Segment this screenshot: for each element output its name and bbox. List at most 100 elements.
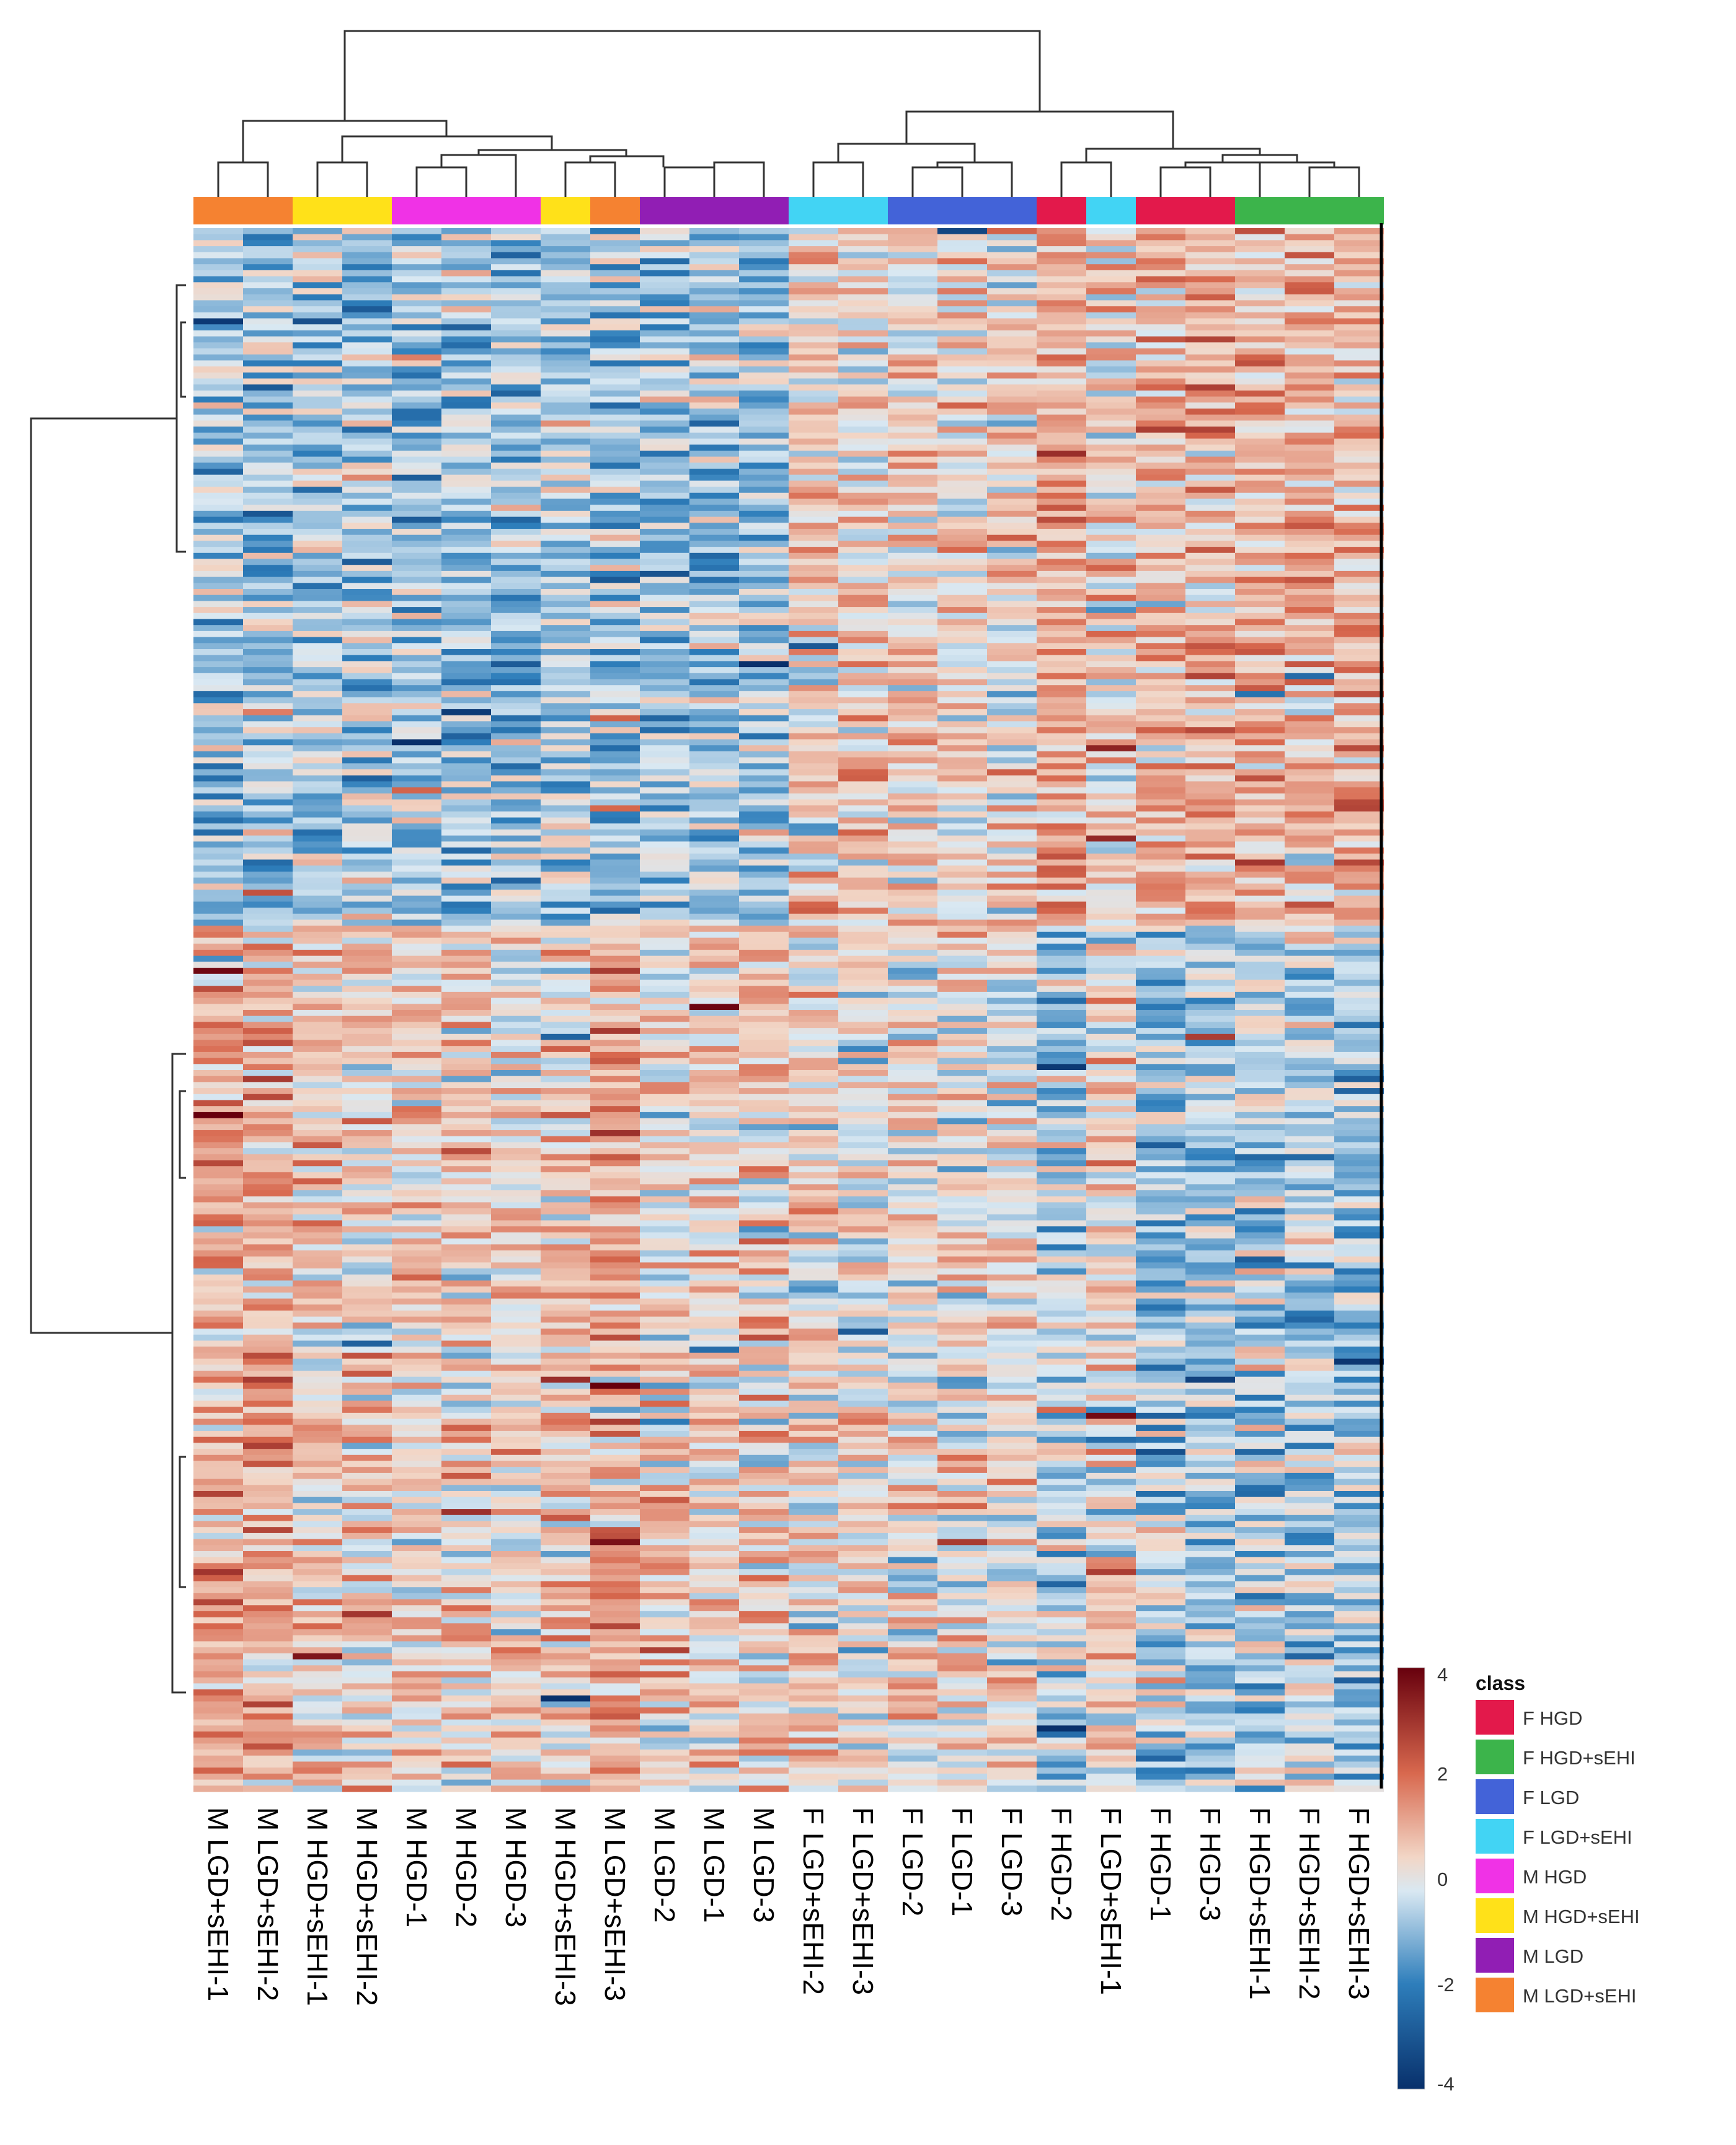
heatmap-cell <box>888 973 937 981</box>
heatmap-cell <box>1086 1713 1136 1720</box>
heatmap-cell <box>293 565 342 572</box>
heatmap-cell <box>392 1226 441 1233</box>
heatmap-cell <box>491 1431 541 1438</box>
heatmap-cell <box>590 1449 640 1456</box>
heatmap-cell <box>1086 1280 1136 1287</box>
heatmap-cell <box>739 1070 789 1077</box>
heatmap-cell <box>789 1407 838 1413</box>
heatmap-cell <box>590 673 640 680</box>
heatmap-cell <box>937 1358 987 1365</box>
heatmap-cell <box>937 1617 987 1624</box>
heatmap-cell <box>640 1545 689 1552</box>
class-cell-m-lgd-2 <box>640 197 689 224</box>
heatmap-cell <box>888 1659 937 1666</box>
heatmap-cell <box>590 360 640 367</box>
heatmap-cell <box>689 1238 739 1245</box>
heatmap-cell <box>1086 1400 1136 1407</box>
heatmap-cell <box>243 805 293 812</box>
heatmap-cell <box>590 1088 640 1095</box>
heatmap-cell <box>1086 1725 1136 1732</box>
heatmap-cell <box>590 630 640 638</box>
heatmap-cell <box>1086 312 1136 319</box>
heatmap-cell <box>739 1454 789 1462</box>
heatmap-cell <box>392 288 441 295</box>
heatmap-cell <box>937 829 987 836</box>
heatmap-cell <box>987 420 1037 427</box>
heatmap-cell <box>590 534 640 541</box>
heatmap-cell <box>541 630 590 638</box>
heatmap-cell <box>441 637 491 644</box>
heatmap-cell <box>392 1449 441 1456</box>
heatmap-cell <box>640 1497 689 1503</box>
heatmap-cell <box>342 1262 392 1269</box>
heatmap-cell <box>342 1316 392 1323</box>
heatmap-cell <box>640 1274 689 1281</box>
heatmap-cell <box>987 1617 1037 1624</box>
heatmap-cell <box>838 1755 888 1762</box>
heatmap-cell <box>491 625 541 632</box>
heatmap-cell <box>541 1364 590 1371</box>
heatmap-cell <box>739 1160 789 1167</box>
heatmap-cell <box>590 1010 640 1017</box>
heatmap-cell <box>789 1743 838 1750</box>
heatmap-cell <box>590 1051 640 1059</box>
heatmap-cell <box>640 895 689 902</box>
heatmap-cell <box>293 1058 342 1064</box>
heatmap-cell <box>789 534 838 541</box>
heatmap-cell <box>243 1058 293 1064</box>
heatmap-cell <box>640 829 689 836</box>
heatmap-cell <box>739 1004 789 1011</box>
heatmap-cell <box>541 919 590 926</box>
heatmap-cell <box>342 444 392 451</box>
heatmap-cell <box>888 1503 937 1510</box>
heatmap-cell <box>392 420 441 427</box>
heatmap-cell <box>342 799 392 806</box>
heatmap-cell <box>590 1329 640 1335</box>
heatmap-cell <box>243 950 293 957</box>
heatmap-cell <box>243 552 293 560</box>
heatmap-cell <box>590 1418 640 1425</box>
heatmap-cell <box>689 986 739 993</box>
heatmap-cell <box>1086 1382 1136 1389</box>
heatmap-cell <box>392 649 441 656</box>
heatmap-cell <box>1037 294 1086 301</box>
heatmap-cell <box>392 901 441 908</box>
heatmap-cell <box>293 1148 342 1155</box>
heatmap-cell <box>193 703 243 710</box>
heatmap-cell <box>1037 1033 1086 1041</box>
heatmap-cell <box>293 1214 342 1221</box>
heatmap-cell <box>441 577 491 583</box>
heatmap-cell <box>243 1226 293 1233</box>
heatmap-cell <box>342 474 392 481</box>
heatmap-cell <box>590 835 640 842</box>
heatmap-cell <box>193 613 243 620</box>
heatmap-cell <box>640 1521 689 1528</box>
heatmap-cell <box>640 234 689 241</box>
heatmap-cell <box>1037 1094 1086 1101</box>
heatmap-cell <box>1037 1286 1086 1293</box>
heatmap-cell <box>838 1238 888 1245</box>
heatmap-cell <box>590 252 640 259</box>
heatmap-cell <box>1037 1407 1086 1413</box>
heatmap-cell <box>293 793 342 800</box>
heatmap-cell <box>193 1256 243 1263</box>
heatmap-cell <box>640 1214 689 1221</box>
heatmap-cell <box>888 474 937 481</box>
heatmap-cell <box>987 1004 1037 1011</box>
heatmap-cell <box>838 1256 888 1263</box>
heatmap-cell <box>789 1503 838 1510</box>
heatmap-cell <box>193 1004 243 1011</box>
heatmap-cell <box>987 1051 1037 1059</box>
heatmap-cell <box>1086 1322 1136 1329</box>
heatmap-cell <box>193 1130 243 1137</box>
heatmap-cell <box>392 1532 441 1540</box>
heatmap-cell <box>937 1605 987 1612</box>
heatmap-cell <box>689 330 739 337</box>
heatmap-cell <box>441 294 491 301</box>
heatmap-cell <box>293 1485 342 1492</box>
heatmap-cell <box>293 1545 342 1552</box>
heatmap-cell <box>1037 1382 1086 1389</box>
heatmap-cell <box>888 1298 937 1305</box>
heatmap-cell <box>392 763 441 770</box>
heatmap-cell <box>590 1232 640 1239</box>
